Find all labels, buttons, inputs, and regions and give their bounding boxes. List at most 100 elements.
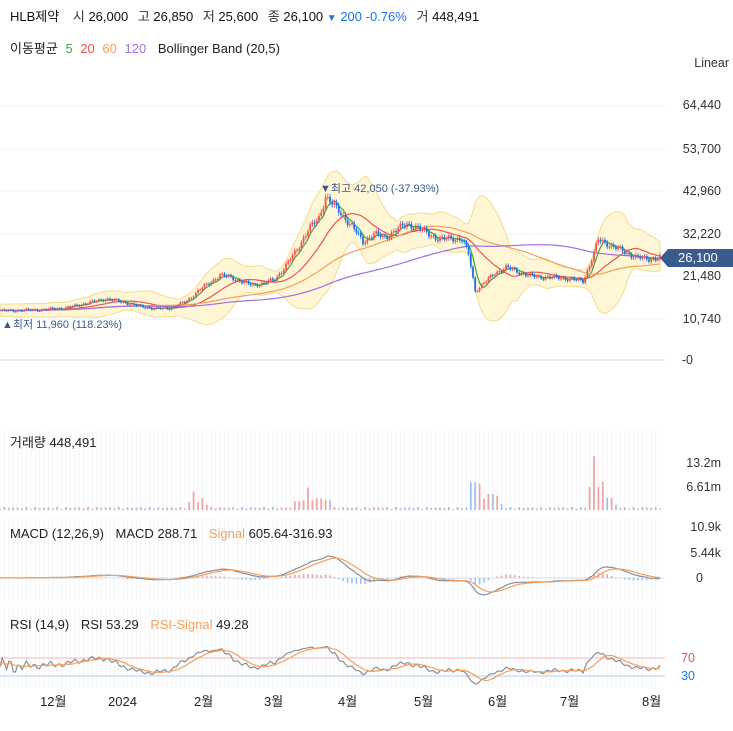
candle-body bbox=[494, 274, 496, 276]
ma5-label[interactable]: 5 bbox=[65, 41, 73, 56]
volume-bar bbox=[241, 506, 243, 510]
volume-bar bbox=[623, 507, 626, 510]
macd-tick-1: 10.9k bbox=[690, 520, 721, 534]
candle-body bbox=[164, 307, 166, 309]
volume-label: 거 bbox=[416, 9, 429, 24]
candle-body bbox=[381, 235, 384, 238]
candle-body bbox=[38, 310, 41, 312]
candle-body bbox=[153, 309, 155, 311]
candle-body bbox=[463, 241, 466, 243]
macd-hist-bar bbox=[280, 577, 283, 578]
candle-body bbox=[452, 237, 455, 242]
volume-bar bbox=[421, 508, 424, 510]
candle-body bbox=[1, 309, 4, 311]
candle-body bbox=[397, 227, 400, 232]
ma120-label[interactable]: 120 bbox=[124, 41, 147, 56]
volume-bar bbox=[271, 506, 274, 510]
candle-body bbox=[606, 242, 609, 247]
macd-hist-bar bbox=[258, 578, 261, 580]
candle-body bbox=[428, 232, 430, 237]
candle-body bbox=[643, 256, 646, 258]
volume-bar bbox=[285, 507, 287, 510]
rsi-signal-line bbox=[0, 646, 661, 682]
candle-body bbox=[293, 250, 296, 256]
ma-label: 이동평균 bbox=[10, 41, 58, 56]
candle-body bbox=[652, 258, 655, 260]
candle-body bbox=[432, 235, 435, 237]
macd-hist-bar bbox=[505, 574, 507, 578]
macd-hist-bar bbox=[201, 575, 204, 578]
candle-body bbox=[568, 278, 571, 281]
candle-body bbox=[467, 246, 470, 254]
candle-body bbox=[12, 309, 15, 312]
candle-body bbox=[564, 277, 567, 280]
candle-body bbox=[524, 273, 527, 277]
candle-body bbox=[593, 251, 595, 261]
volume-bar bbox=[267, 508, 270, 510]
macd-hist-bar bbox=[263, 578, 265, 580]
candle-body bbox=[177, 304, 180, 307]
volume-bar bbox=[148, 506, 151, 510]
macd-hist-bar bbox=[122, 578, 124, 579]
candle-body bbox=[45, 309, 48, 311]
candle-body bbox=[491, 275, 494, 277]
candle-body bbox=[522, 272, 525, 274]
candle-body bbox=[254, 284, 257, 286]
volume-bar bbox=[342, 507, 345, 510]
candle-body bbox=[271, 278, 274, 281]
price-tick-1: 64,440 bbox=[682, 98, 721, 112]
bb-label[interactable]: Bollinger Band (20,5) bbox=[157, 41, 280, 56]
candle-body bbox=[443, 236, 446, 240]
candle-body bbox=[542, 278, 545, 280]
rsi-signal-value: 49.28 bbox=[216, 617, 249, 632]
candle-body bbox=[392, 231, 395, 233]
volume-bar bbox=[21, 508, 23, 510]
volume-bar bbox=[659, 508, 661, 510]
candle-body bbox=[355, 228, 358, 233]
candle-body bbox=[276, 276, 279, 281]
macd-hist-bar bbox=[624, 578, 626, 580]
candle-body bbox=[225, 275, 228, 277]
macd-hist-bar bbox=[241, 578, 243, 580]
volume-bar bbox=[386, 507, 389, 510]
high-value: 26,850 bbox=[153, 9, 194, 24]
price-tick-7: -0 bbox=[681, 353, 693, 367]
candle-body bbox=[412, 228, 415, 230]
change-value: 200 bbox=[340, 9, 363, 24]
volume-bar bbox=[395, 506, 397, 510]
candle-body bbox=[161, 307, 164, 309]
candle-body bbox=[98, 299, 100, 302]
volume-bar bbox=[645, 507, 648, 510]
scale-mode[interactable]: Linear bbox=[694, 56, 729, 70]
candle-body bbox=[157, 307, 160, 309]
macd-hist-bar bbox=[91, 577, 94, 578]
candle-body bbox=[335, 202, 338, 206]
candle-body bbox=[14, 311, 17, 313]
candle-body bbox=[155, 307, 158, 310]
macd-value: 288.71 bbox=[157, 526, 198, 541]
ma20-label[interactable]: 20 bbox=[80, 41, 95, 56]
volume-bar bbox=[16, 507, 19, 510]
candle-body bbox=[577, 278, 580, 280]
volume-bar bbox=[7, 508, 10, 510]
candle-body bbox=[304, 235, 307, 238]
volume-bar bbox=[474, 482, 477, 510]
macd-hist-bar bbox=[342, 578, 344, 582]
volume-bar bbox=[324, 499, 327, 510]
candle-body bbox=[212, 279, 215, 283]
time-tick-8: 7월 bbox=[560, 694, 580, 709]
candle-body bbox=[243, 281, 246, 284]
candle-body bbox=[507, 265, 510, 268]
volume-bar bbox=[201, 497, 204, 510]
volume-bar bbox=[496, 495, 499, 510]
candle-body bbox=[505, 265, 507, 270]
candle-body bbox=[498, 271, 501, 273]
candle-body bbox=[113, 299, 116, 301]
volume-bar bbox=[192, 491, 195, 510]
volume-bar bbox=[566, 508, 569, 510]
low-value: 25,600 bbox=[218, 9, 259, 24]
volume-bar bbox=[73, 507, 76, 510]
ma60-label[interactable]: 60 bbox=[102, 41, 117, 56]
change-arrow-icon: ▼ bbox=[326, 13, 337, 24]
